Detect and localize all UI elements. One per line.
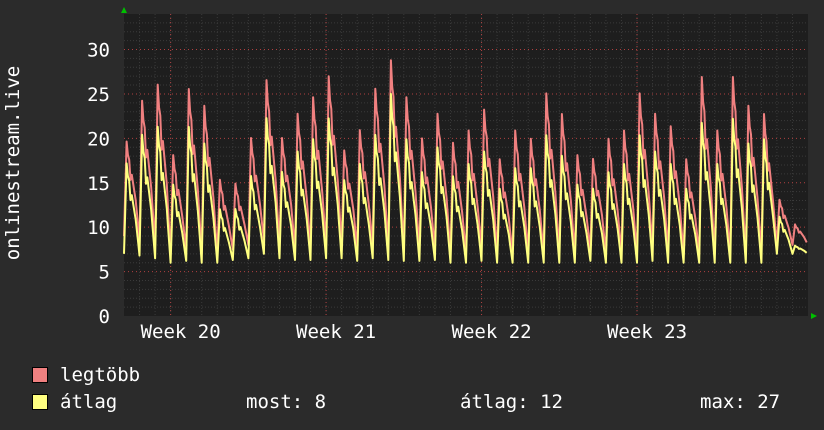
x-tick-label: Week 22 <box>452 321 532 343</box>
x-axis-arrow <box>811 313 817 319</box>
y-tick-label: 10 <box>87 217 110 239</box>
stat-average: átlag: 12 <box>460 391 563 413</box>
stat-max-label: max: <box>700 391 746 413</box>
legend-swatch-avg <box>32 394 48 410</box>
y-tick-label: 25 <box>87 84 110 106</box>
legend-swatch-max <box>32 367 48 383</box>
stat-max-value: 27 <box>757 391 781 413</box>
y-tick-label: 30 <box>87 40 110 62</box>
legend-item-avg: átlag <box>32 391 117 413</box>
legend-item-max: legtöbb <box>32 364 140 386</box>
stat-max: max: 27 <box>700 391 780 413</box>
stat-current-value: 8 <box>314 391 327 413</box>
series-line-max <box>123 59 808 255</box>
legend-label-max: legtöbb <box>60 364 141 386</box>
y-axis-arrow <box>121 7 127 13</box>
legend-label-avg: átlag <box>60 391 118 413</box>
y-tick-label: 0 <box>99 306 110 328</box>
stat-average-value: 12 <box>540 391 563 413</box>
stat-current: most: 8 <box>246 391 326 413</box>
y-tick-label: 5 <box>99 262 110 284</box>
stat-current-label: most: <box>246 391 304 413</box>
y-axis-label: onlinestream.live <box>2 66 24 260</box>
x-tick-label: Week 20 <box>141 321 221 343</box>
y-tick-label: 15 <box>87 173 110 195</box>
y-tick-label: 20 <box>87 128 110 150</box>
series-line-avg <box>123 92 808 264</box>
stat-average-label: átlag: <box>460 391 529 413</box>
x-tick-label: Week 23 <box>607 321 687 343</box>
x-tick-label: Week 21 <box>296 321 376 343</box>
